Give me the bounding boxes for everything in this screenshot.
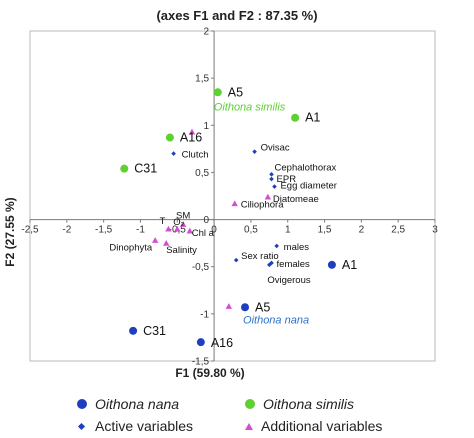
x-tick-label: -1	[136, 225, 145, 236]
additional-point	[188, 128, 196, 135]
y-tick-label: 0	[204, 215, 210, 226]
x-tick-label: -2	[62, 225, 71, 236]
variable-cephalothorax	[269, 172, 274, 177]
label-a1: A1	[342, 258, 357, 272]
plot-frame	[29, 30, 436, 362]
blue-diamond-icon	[77, 422, 86, 430]
x-axis-title: F1 (59.80 %)	[175, 366, 244, 380]
label-o-: O₂	[173, 217, 184, 228]
magenta-triangle-icon	[245, 422, 253, 430]
label-ovisac: Ovisac	[261, 143, 290, 154]
point-a1	[327, 260, 336, 269]
label-sm: SM	[176, 210, 190, 221]
additional-chl-a	[186, 227, 193, 234]
legend-item-oithona-nana: Oithona nana	[77, 396, 179, 412]
additional-point	[225, 303, 233, 309]
y-tick-labels: -1,5 -1 -0,5 0 0,5 1 1,5 2	[192, 27, 215, 368]
annotation-oithona-nana: Oithona nana	[243, 314, 309, 326]
label-a16: A16	[211, 336, 233, 350]
point-a5	[213, 88, 222, 97]
additional-t	[165, 225, 172, 232]
legend-item-additional-variables: Additional variables	[245, 418, 382, 434]
chart-title: (axes F1 and F2 : 87.35 %)	[156, 8, 317, 23]
label-epr: EPR	[277, 174, 297, 185]
legend-item-active-variables: Active variables	[77, 418, 193, 434]
x-tick-label: -1,5	[95, 225, 113, 236]
label-a5: A5	[255, 300, 270, 314]
x-tick-label: 2,5	[391, 225, 405, 236]
label-salinity: Salinity	[166, 245, 197, 256]
variable-egg-diameter	[272, 184, 277, 189]
label-a1: A1	[305, 111, 320, 125]
point-c31	[120, 164, 129, 173]
additional-o-	[174, 225, 181, 232]
legend-label: Active variables	[95, 418, 194, 434]
point-a1	[291, 113, 300, 122]
y-tick-label: -0,5	[192, 262, 210, 273]
label-clutch: Clutch	[182, 150, 209, 161]
x-tick-label: 1	[285, 225, 291, 236]
variable-sex-ratio	[233, 257, 239, 263]
label-ciliophora: Ciliophora	[241, 200, 284, 211]
axes	[30, 31, 435, 361]
y-tick-label: 2	[204, 27, 210, 38]
label-females: females	[277, 259, 311, 270]
x-tick-label: 3	[432, 225, 438, 236]
variable-females	[269, 260, 274, 266]
legend: Oithona nana Oithona similis Active vari…	[0, 392, 474, 438]
legend-label: Oithona similis	[263, 396, 355, 412]
point-labels: A1 A5 C31 A16 A5 A1 A16 C31 Clutch Ovisac Cephalot…	[109, 85, 357, 350]
label-sex-ratio: Sex ratio	[241, 251, 279, 262]
label-c31: C31	[134, 162, 157, 176]
y-tick-label: -1	[200, 309, 209, 320]
label-cephalothorax: Cephalothorax	[275, 162, 337, 173]
label-chl-a: Chl a	[192, 228, 215, 239]
green-circle-icon	[245, 399, 255, 409]
y-tick-label: 0,5	[195, 168, 209, 179]
additional-dinophyta	[151, 237, 159, 243]
variable-ovigerous	[267, 262, 272, 268]
variable-epr	[269, 176, 274, 182]
x-tick-label: -2,5	[21, 225, 39, 236]
point-a16	[165, 133, 174, 142]
legend-label: Additional variables	[261, 418, 383, 434]
variable-ovisac	[252, 149, 257, 154]
point-a5	[241, 303, 250, 312]
additional-diatomeae	[264, 193, 272, 200]
label-males: males	[284, 242, 310, 253]
label-dinophyta: Dinophyta	[109, 242, 152, 253]
legend-item-oithona-similis: Oithona similis	[245, 396, 354, 412]
point-a16	[196, 338, 205, 347]
pca-biplot: (axes F1 and F2 : 87.35 %) -2,5-2-1,5-1-…	[3, 8, 438, 380]
label-a5: A5	[228, 85, 243, 99]
variable-clutch	[171, 151, 176, 156]
y-tick-label: -1,5	[192, 357, 210, 368]
label-a16: A16	[180, 131, 202, 145]
legend-label: Oithona nana	[95, 396, 180, 412]
x-tick-label: 0	[211, 225, 217, 236]
x-tick-label: 1,5	[318, 225, 332, 236]
label-egg-diameter: Egg diameter	[280, 181, 337, 192]
label-t: T	[160, 216, 166, 227]
label-c31: C31	[143, 324, 166, 338]
y-tick-label: 1	[204, 121, 210, 132]
variable-males	[274, 243, 279, 249]
x-tick-labels: -2,5-2-1,5-1-0,500,511,522,53	[21, 219, 438, 236]
additional-salinity	[163, 239, 170, 246]
blue-circle-icon	[77, 399, 87, 409]
annotation-oithona-similis: Oithona similis	[214, 101, 286, 113]
additional-sm	[179, 221, 187, 227]
y-tick-label: 1,5	[195, 74, 209, 85]
data-marks	[120, 88, 336, 347]
additional-ciliophora	[231, 200, 238, 207]
x-tick-label: 2	[359, 225, 365, 236]
x-tick-label: 0,5	[244, 225, 258, 236]
point-c31	[129, 326, 138, 335]
label-ovigerous: Ovigerous	[267, 275, 311, 286]
y-axis-title: F2 (27.55 %)	[3, 197, 17, 266]
label-diatomeae: Diatomeae	[273, 194, 319, 205]
